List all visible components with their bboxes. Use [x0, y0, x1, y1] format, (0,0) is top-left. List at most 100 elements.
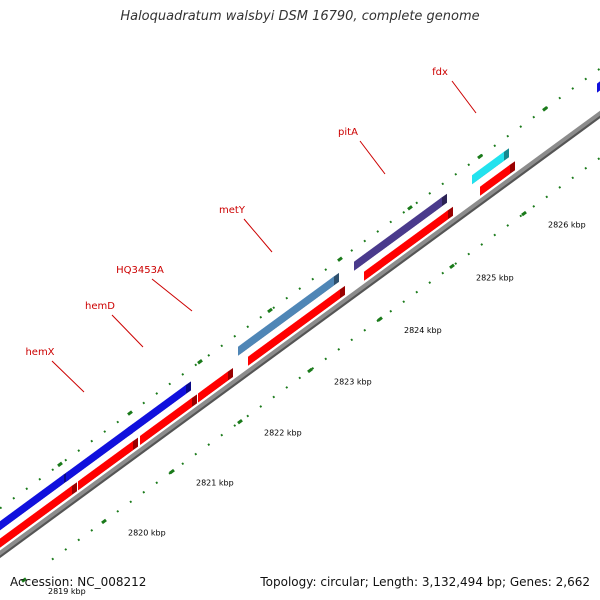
outer-tick-dot	[493, 144, 497, 148]
scale-major-tick	[377, 316, 383, 322]
inner-tick-dot	[350, 338, 354, 342]
gene-bar	[0, 474, 64, 531]
scale-major-tick	[449, 263, 455, 270]
outer-tick-dot	[558, 96, 562, 100]
inner-tick-dot	[298, 376, 302, 380]
inner-tick-dot	[519, 214, 523, 218]
gene-bar	[66, 427, 128, 482]
gene-bar	[128, 384, 186, 437]
inner-tick-dot	[506, 224, 510, 227]
outer-tick-dot	[259, 315, 263, 319]
inner-tick-dot	[584, 166, 588, 170]
gene-leader-line	[111, 314, 144, 348]
inner-tick-dot	[129, 500, 133, 504]
outer-tick-dot	[324, 268, 328, 271]
outer-major-tick	[407, 205, 413, 211]
inner-tick-dot	[155, 481, 159, 485]
inner-tick-dot	[64, 548, 68, 551]
inner-tick-dot	[181, 462, 185, 466]
cds-bar	[364, 210, 448, 281]
outer-tick-dot	[428, 191, 432, 195]
inner-tick-dot	[194, 452, 198, 456]
inner-tick-dot	[220, 433, 224, 437]
scale-major-tick	[21, 577, 27, 583]
outer-tick-dot	[220, 344, 224, 348]
inner-tick-dot	[480, 243, 484, 246]
outer-major-tick	[267, 307, 273, 314]
inner-tick-dot	[545, 195, 549, 199]
cds-bar	[480, 164, 510, 196]
outer-tick-dot	[467, 163, 471, 167]
inner-tick-dot	[259, 405, 263, 408]
gene-label: metY	[219, 205, 246, 216]
outer-tick-dot	[272, 306, 276, 310]
gene-bar	[472, 151, 504, 185]
outer-major-tick	[197, 359, 203, 365]
inner-tick-dot	[90, 529, 94, 532]
outer-tick-dot	[168, 382, 172, 386]
inner-tick-dot	[558, 185, 562, 189]
outer-major-tick	[57, 461, 63, 468]
inner-tick-dot	[428, 281, 432, 284]
inner-tick-dot	[441, 271, 445, 275]
outer-tick-dot	[597, 68, 600, 71]
gene-label: hemX	[25, 347, 54, 358]
inner-tick-dot	[337, 347, 341, 351]
scale-label: 2819 kbp	[48, 587, 86, 596]
scale-label: 2824 kbp	[404, 326, 442, 335]
gene-label: fdx	[432, 67, 448, 78]
inner-tick-dot	[311, 367, 315, 370]
outer-tick-dot	[155, 392, 159, 395]
inner-tick-dot	[246, 414, 250, 418]
gene-bar	[354, 197, 442, 271]
outer-tick-dot	[142, 401, 146, 405]
outer-tick-dot	[12, 496, 16, 500]
outer-tick-dot	[38, 477, 42, 481]
inner-tick-dot	[532, 205, 536, 208]
inner-tick-dot	[493, 233, 497, 237]
gene-leader-line	[51, 360, 85, 393]
outer-tick-dot	[376, 230, 380, 233]
gene-label: pitA	[338, 127, 358, 138]
scale-label: 2823 kbp	[334, 377, 372, 386]
outer-tick-dot	[350, 249, 354, 252]
scale-major-tick	[307, 367, 313, 374]
outer-tick-dot	[233, 334, 237, 338]
gene-leader-line	[451, 80, 477, 114]
outer-tick-dot	[454, 172, 458, 176]
outer-tick-dot	[181, 373, 185, 376]
outer-tick-dot	[519, 125, 523, 129]
backbone-line	[0, 110, 600, 556]
inner-tick-dot	[454, 262, 458, 265]
outer-major-tick	[477, 153, 483, 160]
outer-tick-dot	[207, 353, 211, 357]
gene-label: HQ3453A	[116, 265, 164, 276]
inner-tick-dot	[142, 490, 146, 494]
cds-bar	[248, 289, 340, 366]
outer-tick-dot	[0, 506, 3, 510]
genome-title: Haloquadratum walsbyi DSM 16790, complet…	[120, 9, 480, 24]
gene-leader-line	[151, 278, 193, 312]
cds-bar	[198, 371, 228, 403]
inner-tick-dot	[415, 290, 419, 294]
inner-tick-dot	[233, 424, 237, 427]
outer-tick-dot	[77, 449, 81, 452]
scale-label: 2820 kbp	[128, 528, 166, 537]
outer-tick-dot	[571, 87, 575, 90]
inner-tick-dot	[207, 443, 211, 446]
scale-major-tick	[169, 468, 175, 475]
cds-bar	[140, 397, 192, 445]
scale-major-tick	[101, 518, 107, 525]
outer-tick-dot	[25, 487, 29, 491]
scale-label: 2821 kbp	[196, 479, 234, 488]
gene-leader-line	[243, 218, 273, 253]
outer-tick-dot	[506, 134, 510, 138]
inner-tick-dot	[324, 357, 328, 361]
outer-tick-dot	[90, 439, 94, 443]
inner-tick-dot	[571, 176, 575, 180]
inner-tick-dot	[402, 300, 406, 304]
outer-major-tick	[337, 256, 343, 262]
scale-label: 2825 kbp	[476, 273, 514, 282]
